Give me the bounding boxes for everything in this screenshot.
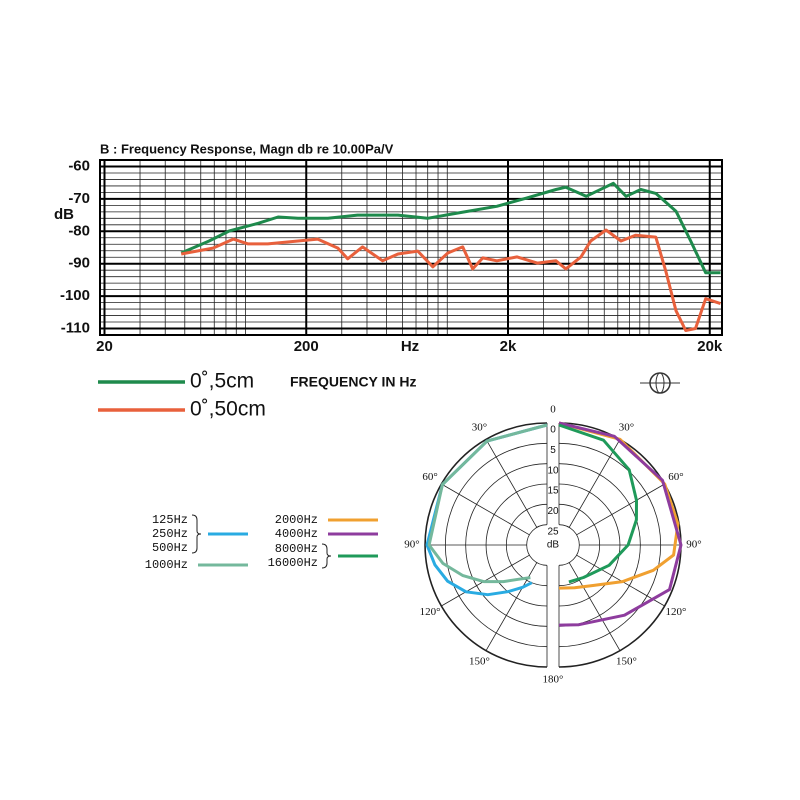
- y-tick-label: -90: [68, 255, 90, 272]
- y-tick-label: -80: [68, 222, 90, 239]
- legend-brace: [191, 514, 202, 554]
- radial-tick-label: 0: [550, 425, 556, 436]
- angle-label: 60°: [422, 471, 437, 483]
- angle-label: 90°: [404, 539, 419, 551]
- x-axis-label: Hz: [401, 338, 419, 355]
- angle-label: 30°: [472, 422, 487, 434]
- x-tick-label: 200: [294, 338, 319, 355]
- ring: [526, 524, 548, 566]
- chart-title: B : Frequency Response, Magn db re 10.00…: [100, 141, 394, 156]
- angle-label: 120°: [665, 606, 686, 618]
- radial-tick-label: 25: [547, 526, 559, 537]
- x-tick-label: 20k: [697, 338, 723, 355]
- polar-curve: [558, 421, 683, 627]
- legend-label: 1000Hz: [145, 558, 188, 572]
- series-line: [180, 181, 721, 275]
- spoke: [568, 439, 621, 528]
- x-tick-label: 20: [96, 338, 113, 355]
- plot-frame: [99, 159, 723, 336]
- x-axis-title: FREQUENCY IN Hz: [290, 374, 417, 390]
- y-axis-label: dB: [54, 206, 74, 223]
- legend-label: 0˚,50cm: [190, 398, 266, 421]
- spoke: [441, 483, 530, 536]
- polar-curve: [427, 423, 548, 584]
- y-tick-label: -70: [68, 190, 90, 207]
- spoke: [568, 562, 621, 651]
- radial-tick-label: 15: [547, 486, 559, 497]
- ring: [558, 524, 580, 566]
- y-tick-label: -60: [68, 157, 90, 174]
- legend-label: 4000Hz: [275, 527, 318, 541]
- radial-tick-label: 5: [550, 445, 556, 456]
- legend-label: 8000Hz: [275, 542, 318, 556]
- y-tick-label: -110: [61, 319, 90, 336]
- legend-label: 500Hz: [152, 541, 188, 555]
- spoke: [485, 439, 538, 528]
- angle-label: 120°: [420, 606, 441, 618]
- radial-tick-label: 20: [547, 506, 559, 517]
- angle-label: 180°: [543, 674, 564, 686]
- legend-label: 125Hz: [152, 513, 188, 527]
- angle-label: 60°: [668, 471, 683, 483]
- x-tick-label: 2k: [500, 338, 517, 355]
- logo: [640, 372, 680, 394]
- series-line: [180, 228, 721, 332]
- angle-label: 0: [550, 404, 556, 416]
- angle-label: 90°: [686, 539, 701, 551]
- angle-label: 150°: [469, 655, 490, 667]
- angle-label: 150°: [616, 655, 637, 667]
- legend-label: 250Hz: [152, 527, 188, 541]
- radial-tick-label: 10: [547, 465, 559, 476]
- legend-label: 16000Hz: [268, 556, 318, 570]
- polar-curve: [558, 423, 638, 584]
- legend-label: 2000Hz: [275, 513, 318, 527]
- spoke: [576, 483, 665, 536]
- angle-label: 30°: [619, 422, 634, 434]
- y-tick-label: -100: [60, 287, 90, 304]
- logo-meridian: [655, 372, 665, 394]
- legend-brace: [321, 543, 332, 569]
- radial-axis-label: dB: [547, 540, 560, 551]
- legend-label: 0˚,5cm: [190, 370, 254, 393]
